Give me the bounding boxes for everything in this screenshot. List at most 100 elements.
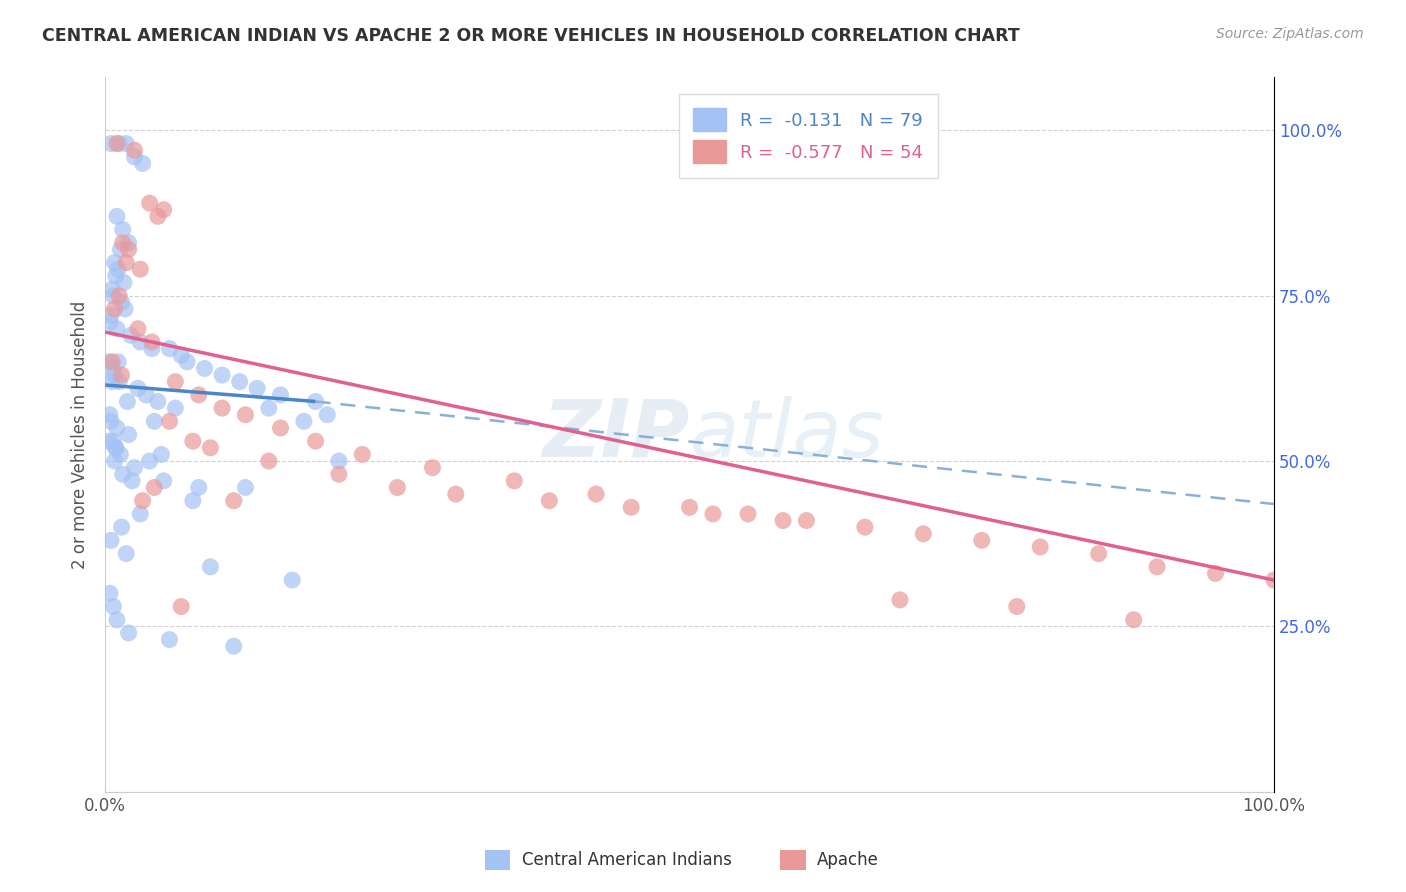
Point — [246, 381, 269, 395]
Point — [108, 136, 131, 151]
Point — [912, 526, 935, 541]
Point — [121, 474, 143, 488]
Point — [108, 375, 131, 389]
Point — [129, 334, 152, 349]
Point — [103, 301, 125, 316]
Point — [737, 507, 759, 521]
Point — [328, 467, 350, 482]
Point — [187, 388, 209, 402]
Point — [1029, 540, 1052, 554]
Point — [235, 480, 257, 494]
Point — [257, 454, 280, 468]
Point — [127, 381, 149, 395]
Point — [135, 388, 157, 402]
Point — [585, 487, 607, 501]
Point — [159, 632, 181, 647]
Point — [352, 447, 374, 461]
Point — [503, 474, 526, 488]
Point — [292, 414, 315, 428]
Point — [187, 480, 209, 494]
Point — [115, 547, 138, 561]
Point — [235, 408, 257, 422]
Point — [115, 136, 138, 151]
Point — [165, 375, 187, 389]
Point — [1263, 573, 1285, 587]
Point — [1087, 547, 1109, 561]
Text: ZIP: ZIP — [543, 395, 689, 474]
Point — [111, 467, 134, 482]
Point — [1205, 566, 1227, 581]
Point — [152, 202, 174, 217]
Point — [422, 460, 444, 475]
Text: Source: ZipAtlas.com: Source: ZipAtlas.com — [1216, 27, 1364, 41]
Point — [129, 262, 152, 277]
Point — [103, 368, 125, 382]
Point — [105, 421, 128, 435]
Point — [200, 559, 222, 574]
Point — [1146, 559, 1168, 574]
Point — [141, 342, 163, 356]
Point — [159, 414, 181, 428]
Point — [110, 243, 132, 257]
Point — [101, 355, 124, 369]
Point — [270, 421, 292, 435]
Point — [387, 480, 409, 494]
Point — [222, 639, 245, 653]
Point — [117, 235, 139, 250]
Point — [103, 599, 125, 614]
Point — [105, 322, 128, 336]
Point — [98, 315, 121, 329]
Point — [138, 196, 160, 211]
Point — [678, 500, 700, 515]
Point — [970, 533, 993, 548]
Point — [281, 573, 304, 587]
Point — [110, 295, 132, 310]
Point — [103, 434, 125, 449]
Point — [105, 613, 128, 627]
Point — [104, 441, 127, 455]
Point — [170, 348, 193, 362]
Point — [111, 222, 134, 236]
Point — [222, 493, 245, 508]
Point — [538, 493, 561, 508]
Point — [104, 268, 127, 283]
Point — [772, 514, 794, 528]
Point — [110, 368, 132, 382]
Point — [117, 243, 139, 257]
Point — [270, 388, 292, 402]
Point — [103, 454, 125, 468]
Point — [143, 414, 166, 428]
Point — [101, 375, 124, 389]
Point — [127, 322, 149, 336]
Point — [141, 334, 163, 349]
Point — [620, 500, 643, 515]
Point — [100, 309, 122, 323]
Point — [181, 434, 204, 449]
Point — [100, 414, 122, 428]
Point — [1122, 613, 1144, 627]
Point — [97, 434, 120, 449]
Point — [107, 262, 129, 277]
Point — [98, 586, 121, 600]
Point — [138, 454, 160, 468]
Point — [117, 626, 139, 640]
Point — [124, 150, 146, 164]
Point — [101, 361, 124, 376]
Point — [143, 480, 166, 494]
Point — [193, 361, 215, 376]
Point — [110, 447, 132, 461]
Point — [100, 533, 122, 548]
Point — [316, 408, 339, 422]
Point — [152, 474, 174, 488]
Point — [105, 136, 128, 151]
Point — [124, 143, 146, 157]
Point — [146, 210, 169, 224]
Point — [165, 401, 187, 416]
Point — [114, 301, 136, 316]
Point — [131, 493, 153, 508]
Point — [444, 487, 467, 501]
Point — [108, 288, 131, 302]
Point — [104, 441, 127, 455]
Point — [702, 507, 724, 521]
Point — [150, 447, 173, 461]
